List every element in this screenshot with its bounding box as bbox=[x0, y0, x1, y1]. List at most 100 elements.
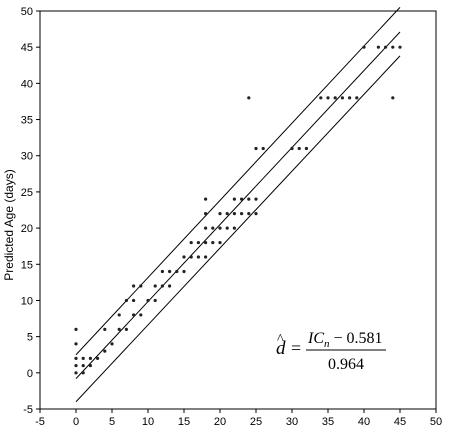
data-point bbox=[326, 96, 330, 100]
data-point bbox=[74, 327, 78, 331]
data-point bbox=[232, 226, 236, 230]
data-point bbox=[74, 371, 78, 375]
y-tick-label: 40 bbox=[21, 78, 33, 90]
data-point bbox=[211, 240, 215, 245]
data-point bbox=[240, 197, 244, 201]
data-point bbox=[132, 313, 136, 317]
data-point bbox=[225, 226, 229, 230]
data-point bbox=[254, 197, 258, 201]
data-point bbox=[240, 212, 244, 216]
data-point bbox=[391, 45, 395, 49]
data-point bbox=[391, 96, 395, 100]
x-tick-label: 30 bbox=[286, 416, 298, 428]
x-tick-label: 25 bbox=[250, 416, 262, 428]
data-point bbox=[168, 284, 172, 288]
data-point bbox=[247, 96, 251, 100]
eq-lhs-symbol: d bbox=[276, 338, 286, 359]
data-point bbox=[81, 356, 85, 360]
data-point bbox=[168, 269, 172, 274]
data-point bbox=[132, 298, 136, 303]
data-point bbox=[132, 284, 136, 288]
y-tick-label: -5 bbox=[23, 404, 33, 416]
y-tick-label: 5 bbox=[27, 332, 33, 344]
data-point bbox=[96, 356, 100, 360]
eq-equals: = bbox=[291, 338, 301, 358]
data-point bbox=[340, 96, 344, 100]
data-point bbox=[384, 45, 388, 49]
eq-numerator: ICn − 0.581 bbox=[307, 330, 383, 350]
data-point bbox=[290, 146, 294, 151]
y-tick-label: 25 bbox=[21, 187, 33, 199]
data-point bbox=[254, 146, 258, 151]
y-tick-label: 30 bbox=[21, 151, 33, 163]
y-axis: -5 0 5 10 15 20 25 30 35 40 45 50 bbox=[21, 6, 40, 416]
data-point bbox=[232, 197, 236, 201]
data-point bbox=[247, 212, 251, 216]
x-tick-label: 0 bbox=[73, 416, 79, 428]
data-point bbox=[81, 371, 85, 375]
data-points bbox=[74, 45, 402, 375]
data-point bbox=[218, 240, 222, 245]
data-point bbox=[117, 313, 121, 317]
data-point bbox=[297, 146, 301, 151]
data-point bbox=[88, 363, 92, 368]
x-tick-label: 20 bbox=[214, 416, 226, 428]
data-point bbox=[74, 356, 78, 360]
data-point bbox=[218, 226, 222, 230]
data-point bbox=[189, 240, 193, 245]
data-point bbox=[204, 255, 208, 259]
y-tick-label: 45 bbox=[21, 42, 33, 54]
data-point bbox=[74, 342, 78, 346]
data-point bbox=[139, 284, 143, 288]
x-tick-label: 10 bbox=[142, 416, 154, 428]
data-point bbox=[204, 212, 208, 216]
data-point bbox=[333, 96, 337, 100]
data-point bbox=[160, 269, 164, 274]
x-tick-label: 40 bbox=[358, 416, 370, 428]
data-point bbox=[124, 298, 128, 303]
y-tick-label: 50 bbox=[21, 6, 33, 18]
data-point bbox=[218, 212, 222, 216]
data-point bbox=[182, 269, 186, 274]
data-point bbox=[124, 327, 128, 331]
data-point bbox=[204, 240, 208, 245]
data-point bbox=[182, 255, 186, 259]
data-point bbox=[110, 342, 114, 346]
data-point bbox=[103, 327, 107, 331]
data-point bbox=[139, 313, 143, 317]
y-tick-label: 15 bbox=[21, 259, 33, 271]
data-point bbox=[204, 226, 208, 230]
x-tick-label: 5 bbox=[109, 416, 115, 428]
data-point bbox=[196, 240, 200, 245]
y-tick-label: 20 bbox=[21, 223, 33, 235]
data-point bbox=[81, 363, 85, 368]
data-point bbox=[254, 212, 258, 216]
data-point bbox=[211, 226, 215, 230]
data-point bbox=[261, 146, 265, 151]
data-point bbox=[232, 212, 236, 216]
data-point bbox=[225, 212, 229, 216]
data-point bbox=[189, 255, 193, 259]
plot-border bbox=[39, 10, 437, 410]
data-point bbox=[204, 197, 208, 201]
x-tick-label: 50 bbox=[430, 416, 442, 428]
data-point bbox=[319, 96, 323, 100]
data-point bbox=[355, 96, 359, 100]
data-point bbox=[160, 284, 164, 288]
x-tick-label: -5 bbox=[35, 416, 45, 428]
regression-line bbox=[75, 31, 401, 379]
upper-bound-line bbox=[75, 7, 401, 356]
eq-denominator: 0.964 bbox=[328, 356, 364, 373]
eq-numerator-rest: − 0.581 bbox=[330, 330, 383, 347]
data-point bbox=[88, 356, 92, 360]
y-tick-label: 0 bbox=[27, 368, 33, 380]
eq-numerator-var: IC bbox=[307, 330, 324, 347]
data-point bbox=[153, 284, 157, 288]
y-axis-title: Predicted Age (days) bbox=[2, 169, 16, 280]
eq-lhs-hat: ^ bbox=[277, 332, 284, 347]
y-tick-label: 10 bbox=[21, 295, 33, 307]
data-point bbox=[103, 349, 107, 353]
data-point bbox=[247, 197, 251, 201]
data-point bbox=[376, 45, 380, 49]
data-point bbox=[398, 45, 402, 49]
